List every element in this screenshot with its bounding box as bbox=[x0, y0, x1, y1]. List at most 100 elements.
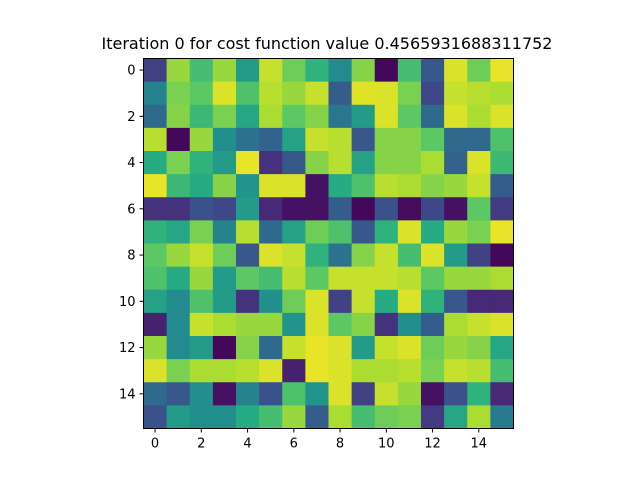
heatmap-cell bbox=[351, 359, 376, 383]
heatmap-cell bbox=[166, 289, 191, 314]
heatmap-cell bbox=[282, 58, 306, 83]
heatmap-cell bbox=[467, 243, 491, 268]
y-tick-label: 0 bbox=[127, 64, 135, 79]
heatmap-cell bbox=[328, 359, 353, 383]
heatmap-cell bbox=[305, 127, 329, 152]
heatmap-cell bbox=[490, 382, 514, 406]
heatmap-cell bbox=[305, 312, 329, 337]
heatmap-cell bbox=[212, 336, 237, 360]
heatmap-cell bbox=[374, 104, 399, 129]
heatmap-cell bbox=[397, 174, 422, 198]
heatmap-cell bbox=[397, 289, 422, 314]
heatmap-cell bbox=[166, 359, 191, 383]
heatmap-cell bbox=[282, 382, 306, 406]
heatmap-cell bbox=[328, 151, 353, 175]
heatmap-cell bbox=[421, 127, 445, 152]
heatmap-cell bbox=[236, 336, 260, 360]
heatmap-cell bbox=[212, 127, 237, 152]
heatmap-cell bbox=[328, 220, 353, 244]
heatmap-cell bbox=[467, 312, 491, 337]
heatmap-cell bbox=[351, 197, 376, 221]
heatmap-cell bbox=[397, 312, 422, 337]
heatmap-cell bbox=[259, 197, 283, 221]
heatmap-cell bbox=[351, 220, 376, 244]
heatmap-cell bbox=[467, 58, 491, 83]
heatmap-cell bbox=[328, 289, 353, 314]
heatmap-cell bbox=[421, 312, 445, 337]
heatmap-cell bbox=[166, 266, 191, 291]
heatmap-cell bbox=[444, 405, 468, 429]
heatmap-cell bbox=[421, 289, 445, 314]
heatmap-cell bbox=[328, 312, 353, 337]
heatmap-cell bbox=[421, 58, 445, 83]
y-tick-label: 12 bbox=[119, 341, 136, 356]
heatmap-cell bbox=[421, 151, 445, 175]
heatmap-cell bbox=[374, 382, 399, 406]
heatmap-cell bbox=[189, 81, 214, 106]
heatmap-cell bbox=[397, 104, 422, 129]
heatmap-cell bbox=[328, 81, 353, 106]
heatmap-cell bbox=[467, 289, 491, 314]
heatmap-cell bbox=[467, 266, 491, 291]
heatmap-cell bbox=[259, 312, 283, 337]
heatmap-cell bbox=[143, 220, 168, 244]
heatmap-cell bbox=[189, 58, 214, 83]
heatmap-cell bbox=[444, 266, 468, 291]
heatmap-cell bbox=[166, 405, 191, 429]
heatmap-cell bbox=[282, 312, 306, 337]
heatmap-cell bbox=[212, 220, 237, 244]
heatmap-cell bbox=[212, 58, 237, 83]
heatmap-cell bbox=[328, 197, 353, 221]
heatmap-cell bbox=[490, 336, 514, 360]
heatmap-cell bbox=[282, 174, 306, 198]
heatmap-cell bbox=[143, 289, 168, 314]
heatmap-cell bbox=[374, 312, 399, 337]
heatmap-cell bbox=[374, 266, 399, 291]
heatmap-cell bbox=[259, 104, 283, 129]
heatmap-cell bbox=[236, 174, 260, 198]
heatmap-cell bbox=[444, 243, 468, 268]
heatmap-cell bbox=[397, 197, 422, 221]
heatmap-cell bbox=[189, 359, 214, 383]
heatmap-cell bbox=[212, 151, 237, 175]
heatmap-cell bbox=[236, 220, 260, 244]
heatmap-cell bbox=[328, 58, 353, 83]
heatmap-cell bbox=[166, 382, 191, 406]
heatmap-cell bbox=[166, 336, 191, 360]
heatmap-cell bbox=[282, 243, 306, 268]
x-tick-label: 12 bbox=[424, 437, 441, 452]
heatmap-cell bbox=[282, 127, 306, 152]
heatmap-cell bbox=[166, 58, 191, 83]
heatmap-cell bbox=[189, 382, 214, 406]
x-tick-label: 4 bbox=[243, 437, 251, 452]
heatmap-cell bbox=[259, 174, 283, 198]
heatmap-cell bbox=[305, 266, 329, 291]
heatmap-cell bbox=[351, 127, 376, 152]
heatmap-cell bbox=[490, 312, 514, 337]
heatmap-cell bbox=[282, 197, 306, 221]
heatmap-cell bbox=[490, 197, 514, 221]
heatmap-cell bbox=[282, 359, 306, 383]
x-axis: 0 2 4 6 8 10 12 14 bbox=[151, 428, 487, 452]
heatmap-cell bbox=[212, 405, 237, 429]
heatmap-cell bbox=[236, 243, 260, 268]
heatmap-cell bbox=[143, 312, 168, 337]
heatmap-cell bbox=[212, 266, 237, 291]
heatmap-cell bbox=[166, 127, 191, 152]
heatmap-cell bbox=[444, 336, 468, 360]
heatmap-cell bbox=[259, 359, 283, 383]
heatmap-cell bbox=[305, 220, 329, 244]
heatmap-cell bbox=[490, 58, 514, 83]
heatmap-cells bbox=[143, 58, 514, 429]
heatmap-cell bbox=[259, 405, 283, 429]
heatmap-cell bbox=[189, 266, 214, 291]
heatmap-cell bbox=[490, 405, 514, 429]
heatmap-cell bbox=[305, 174, 329, 198]
heatmap-cell bbox=[236, 289, 260, 314]
heatmap-cell bbox=[212, 289, 237, 314]
heatmap-cell bbox=[282, 104, 306, 129]
heatmap-cell bbox=[467, 197, 491, 221]
heatmap-cell bbox=[143, 58, 168, 83]
heatmap-cell bbox=[467, 151, 491, 175]
